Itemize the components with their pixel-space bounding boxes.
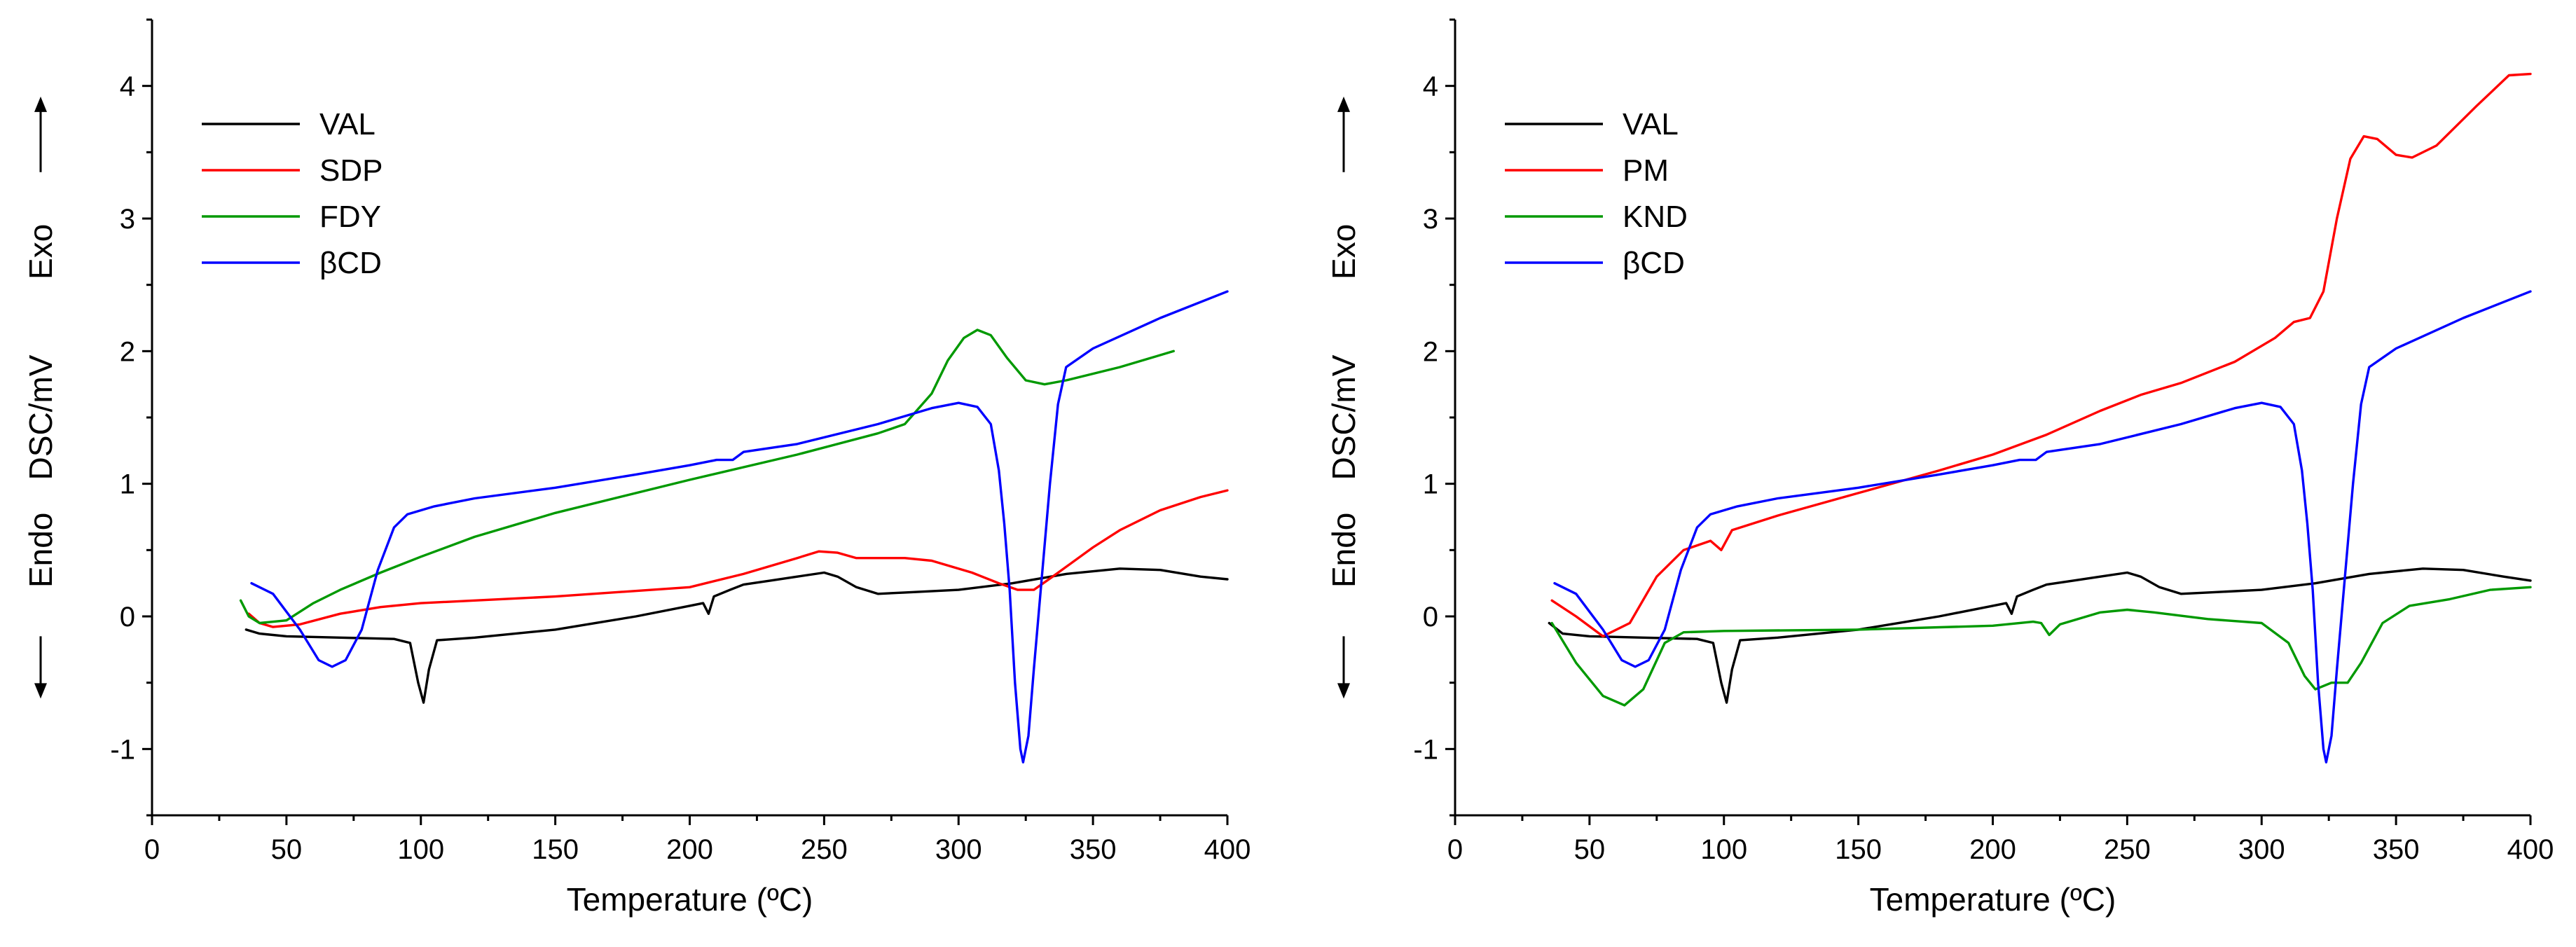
chart-right-endo-arrow-head: [1337, 683, 1350, 699]
chart-right-y-tick-label-1: 0: [1423, 602, 1438, 633]
chart-right-x-tick-label-4: 200: [1969, 834, 2016, 865]
chart-left-x-tick-label-2: 100: [397, 834, 444, 865]
chart-left-y-tick-label-5: 4: [120, 71, 135, 102]
chart-right-y-tick-label-2: 1: [1423, 469, 1438, 500]
chart-right-legend-label-0: VAL: [1623, 107, 1679, 141]
chart-right-x-tick-label-3: 150: [1835, 834, 1882, 865]
chart-right-x-tick-label-1: 50: [1574, 834, 1606, 865]
chart-left-x-tick-label-4: 200: [666, 834, 713, 865]
chart-right-x-tick-label-6: 300: [2238, 834, 2285, 865]
chart-right-x-tick-label-0: 0: [1447, 834, 1463, 865]
chart-right-x-axis-title: Temperature (ºC): [1870, 881, 2116, 918]
chart-right-series-line-KND: [1550, 586, 2532, 707]
chart-left-legend-label-3: βCD: [319, 246, 382, 280]
chart-left-exo-label: Exo: [22, 224, 59, 279]
chart-left-x-tick-label-0: 0: [144, 834, 160, 865]
chart-left-endo-arrow-head: [34, 683, 47, 699]
chart-right-series-line-PM: [1550, 72, 2532, 638]
chart-right-y-axis-title: DSC/mV: [1325, 354, 1362, 480]
chart-left-y-tick-label-1: 0: [120, 602, 135, 633]
chart-left-x-tick-label-6: 300: [935, 834, 982, 865]
chart-left-series-line-VAL: [244, 567, 1229, 704]
chart-right-series-line-VAL: [1548, 567, 2532, 704]
chart-left-x-tick-label-1: 50: [271, 834, 303, 865]
chart-right-legend-label-3: βCD: [1623, 246, 1685, 280]
chart-right-legend-label-1: PM: [1623, 153, 1669, 188]
chart-left-x-tick-label-7: 350: [1070, 834, 1117, 865]
chart-left-x-tick-label-3: 150: [532, 834, 579, 865]
chart-left-y-axis-title: DSC/mV: [22, 354, 59, 480]
chart-left-legend-label-1: SDP: [319, 153, 383, 188]
chart-right-endo-label: Endo: [1325, 513, 1362, 588]
chart-left-x-axis-title: Temperature (ºC): [567, 881, 813, 918]
chart-right-y-tick-label-3: 2: [1423, 336, 1438, 367]
chart-left-x-tick-label-8: 400: [1204, 834, 1251, 865]
chart-right-x-tick-label-8: 400: [2507, 834, 2554, 865]
chart-panel-left: 0 50 100 150 200 250 300 350 400 -1 0 1 2 3 4 Temperatu…: [22, 18, 1251, 918]
chart-right-y-tick-label-0: -1: [1413, 734, 1438, 765]
chart-left-series-line-SDP: [247, 489, 1229, 628]
chart-left-endo-label: Endo: [22, 513, 59, 588]
chart-right-exo-label: Exo: [1325, 224, 1362, 279]
chart-right-x-tick-label-2: 100: [1700, 834, 1747, 865]
chart-panel-right: 0 50 100 150 200 250 300 350 400 -1 0 1 2 3 4 Temperatu…: [1325, 18, 2554, 918]
chart-right-exo-arrow-head: [1337, 96, 1350, 112]
chart-left-y-tick-label-0: -1: [110, 734, 135, 765]
chart-left-series-line-βCD: [250, 290, 1229, 763]
chart-right-x-tick-label-5: 250: [2104, 834, 2151, 865]
chart-left-x-tick-label-5: 250: [801, 834, 848, 865]
chart-right-series-line-βCD: [1553, 290, 2532, 763]
chart-left-legend-label-0: VAL: [319, 107, 376, 141]
chart-left-legend-label-2: FDY: [319, 200, 381, 234]
chart-left-y-tick-label-3: 2: [120, 336, 135, 367]
chart-left-exo-arrow-head: [34, 96, 47, 112]
chart-right-y-tick-label-5: 4: [1423, 71, 1438, 102]
chart-left-y-tick-label-4: 3: [120, 204, 135, 235]
chart-right-legend-label-2: KND: [1623, 200, 1688, 234]
chart-left-y-tick-label-2: 1: [120, 469, 135, 500]
chart-right-x-tick-label-7: 350: [2373, 834, 2420, 865]
chart-left-series-line-FDY: [239, 329, 1175, 625]
chart-right-y-tick-label-4: 3: [1423, 204, 1438, 235]
